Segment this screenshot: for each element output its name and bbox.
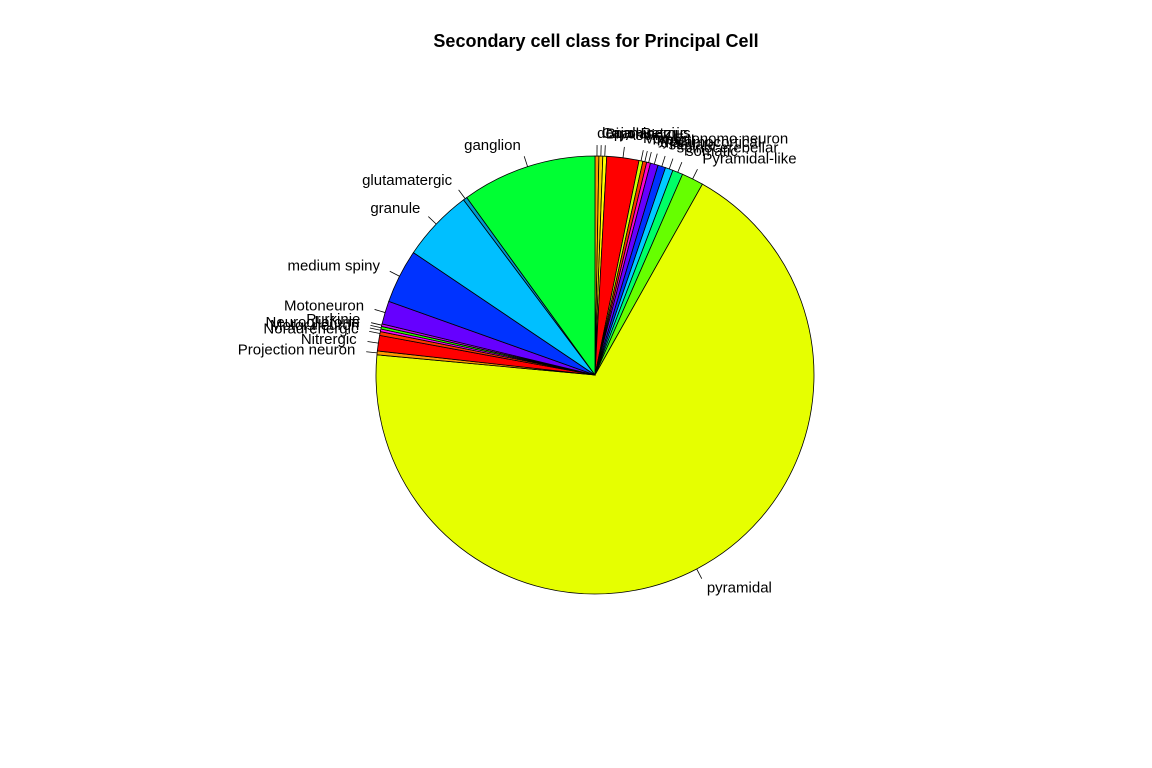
- pie-label-pyramidal: pyramidal: [707, 579, 772, 596]
- pie-label-tick-projection-neuron: [366, 351, 378, 354]
- pie-label-glutamatergic: glutamatergic: [362, 172, 453, 189]
- pie-label-tick-granule: [428, 216, 437, 225]
- pie-slices: [375, 155, 815, 595]
- pie-label-medium-spiny: medium spiny: [287, 257, 380, 274]
- pie-label-type-i: Type I: [654, 132, 695, 149]
- pie-label-tick-type-i: [648, 151, 652, 163]
- pie-label-tick-pyramidal: [696, 568, 703, 579]
- pie-slice-pyramidal: [375, 183, 815, 595]
- pie-label-ganglion: ganglion: [464, 137, 521, 154]
- pie-label-bipolar: Bipolar: [606, 125, 653, 142]
- pie-label-dopaminergic: dopaminergic: [597, 125, 688, 142]
- pie-label-tick-medium-spiny: [389, 270, 400, 277]
- pie-label-tick-thalamocortical: [653, 153, 658, 165]
- pie-label-somatic: somatic: [686, 143, 738, 160]
- pie-slice-ganglion: [466, 155, 596, 377]
- pie-label-tick-purkinje: [370, 322, 382, 326]
- pie-label-tick-nitrergic: [367, 341, 379, 344]
- pie-label-von-economo-neuron: von Economo neuron: [646, 130, 789, 147]
- pie-label-tick-somatic: [677, 161, 683, 173]
- pie-label-tick-pyramidal-like: [692, 168, 698, 180]
- pie-label-tick-ganglion: [523, 156, 528, 167]
- pie-label-tick-spinocerebellar: [668, 158, 674, 170]
- pie-label-nitrergic: Nitrergic: [301, 331, 357, 348]
- pie-label-granule: granule: [370, 200, 420, 217]
- pie-label-aspiny: Aspiny: [626, 127, 672, 144]
- pie-label-tick-noradrenergic: [369, 331, 381, 334]
- pie-label-purkinje: Purkinje: [306, 311, 360, 328]
- pie-label-projection-neuron: Projection neuron: [238, 342, 356, 359]
- pie-label-spinocerebellar: spinocerebellar: [677, 139, 779, 156]
- pie-label-neurogliaform: Neurogliaform: [266, 314, 360, 331]
- pie-label-tick-motor-neuron: [369, 327, 381, 331]
- pie-label-thalamocortical: thalamocortical: [660, 134, 761, 151]
- pie-label-tick-stellate: [661, 155, 666, 167]
- pie-label-tick-type-ii: [644, 150, 648, 162]
- pie-label-tick-von-economo-neuron: [640, 150, 644, 161]
- pie-label-pyramidal-like: Pyramidal-like: [702, 150, 796, 167]
- pie-label-tick-motoneuron: [374, 309, 386, 313]
- pie-label-stellate: stellate: [668, 137, 716, 154]
- pie-label-tick-aspiny: [622, 146, 625, 158]
- pie-label-tick-neurogliaform: [370, 324, 382, 329]
- pie-label-tick-glutamatergic: [458, 189, 466, 199]
- pie-label-motor-neuron: Motor neuron: [270, 317, 359, 334]
- pie-label-noradrenergic: Noradrenergic: [263, 320, 359, 337]
- pie-labels: dopaminergicCajal-RetziusBipolarAspinyvo…: [238, 125, 797, 596]
- pie-label-type-ii: Type II: [650, 131, 695, 148]
- chart-title: Secondary cell class for Principal Cell: [433, 31, 758, 51]
- pie-label-cajal-retzius: Cajal-Retzius: [601, 125, 690, 142]
- pie-label-motoneuron: Motoneuron: [284, 297, 364, 314]
